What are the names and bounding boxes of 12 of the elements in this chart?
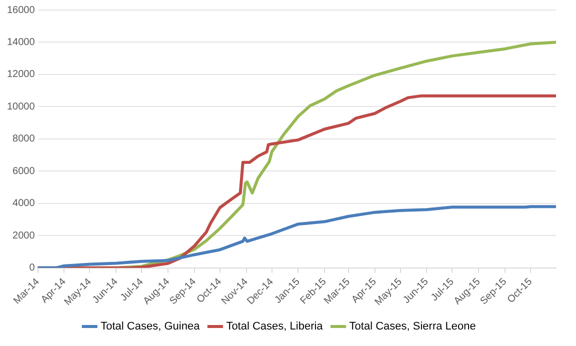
y-tick-label: 4000	[12, 198, 36, 210]
y-tick-label: 8000	[12, 134, 36, 145]
legend-label: Total Cases, Liberia	[226, 320, 324, 333]
y-tick-label: 2000	[12, 230, 36, 242]
legend-label: Total Cases, Sierra Leone	[349, 320, 476, 333]
y-tick-label: 6000	[12, 166, 36, 177]
legend-label: Total Cases, Guinea	[100, 320, 201, 333]
y-tick-label: 0	[29, 262, 36, 274]
y-tick-label: 12000	[6, 69, 36, 80]
y-tick-label: 10000	[6, 101, 36, 112]
y-tick-label: 16000	[6, 4, 36, 16]
y-tick-label: 14000	[6, 36, 36, 48]
